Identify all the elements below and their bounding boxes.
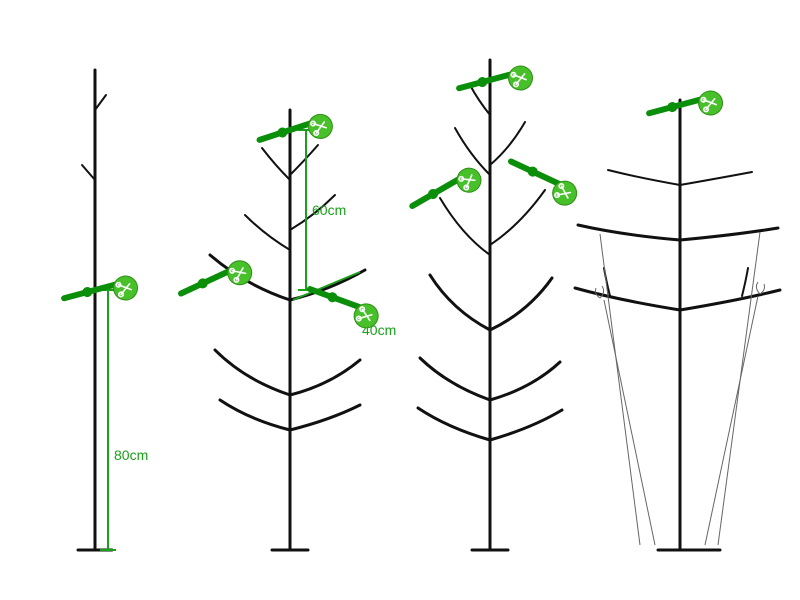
tree-stage-4 [575,100,780,550]
label-60cm: 60cm [312,202,346,218]
scissor-icon [648,88,726,130]
dimension-80cm: 80cm [100,290,148,550]
scissor-icon [409,164,485,222]
scissor-icon [304,283,382,331]
scissor-icon [63,273,141,315]
label-80cm: 80cm [114,447,148,463]
scissor-icon [458,63,536,105]
scissor-icon [258,111,336,157]
tree-stage-3 [418,60,562,550]
scissor-icon [178,257,255,310]
pruning-diagram: 80cm 60cm 40cm [0,0,800,600]
scissor-icon [503,156,580,209]
dimension-60cm: 60cm [298,130,346,290]
tree-stage-2 [210,110,365,550]
cut-markers [63,63,726,331]
tree-stage-1 [78,70,112,550]
